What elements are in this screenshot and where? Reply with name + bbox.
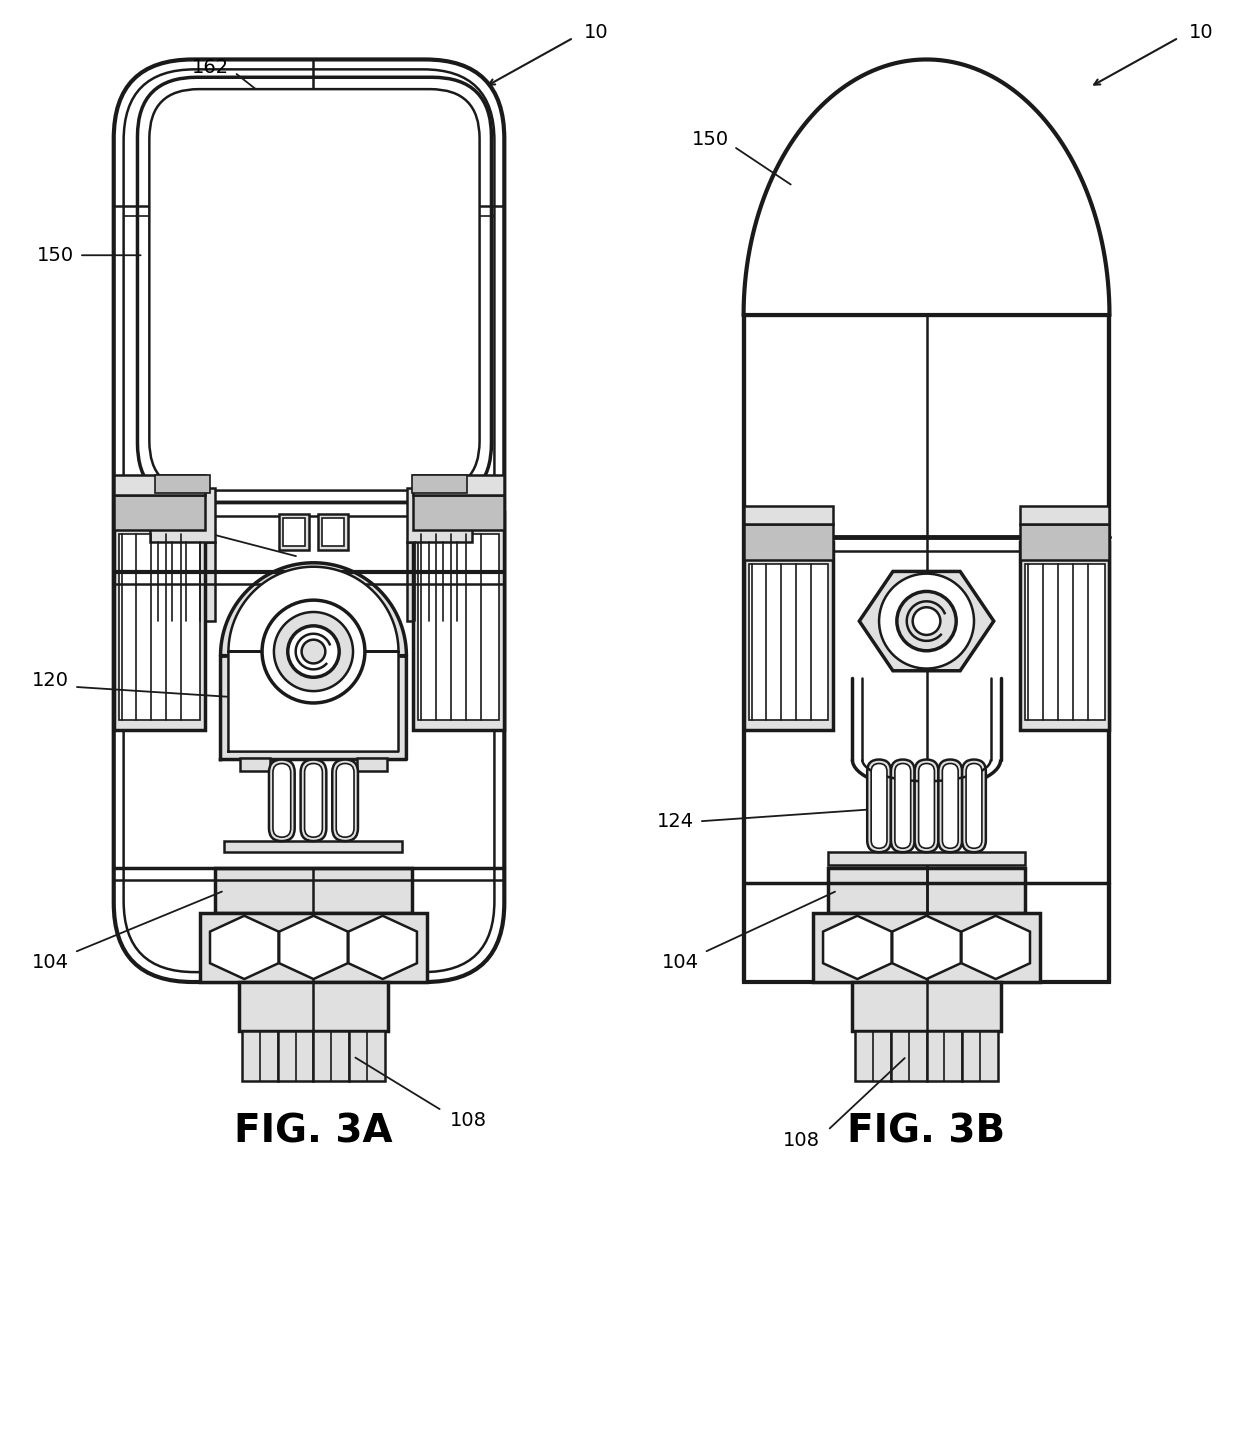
Text: 108: 108 (782, 1130, 820, 1150)
Bar (926, 1031, 962, 1081)
Bar (155, 475, 210, 493)
Bar (812, 913, 1040, 982)
Bar (413, 475, 505, 494)
Bar (114, 494, 205, 530)
Bar (744, 507, 832, 524)
FancyBboxPatch shape (942, 764, 959, 849)
FancyBboxPatch shape (962, 760, 986, 852)
Bar (418, 534, 500, 719)
FancyBboxPatch shape (305, 764, 322, 837)
Bar (239, 982, 388, 1031)
Bar (242, 1031, 278, 1081)
Text: 120: 120 (32, 671, 69, 691)
Bar (322, 518, 345, 546)
FancyBboxPatch shape (895, 764, 910, 849)
Polygon shape (823, 916, 892, 979)
Bar (413, 513, 505, 729)
Bar (408, 488, 471, 541)
Bar (215, 869, 413, 913)
FancyBboxPatch shape (890, 760, 915, 852)
FancyBboxPatch shape (919, 764, 935, 849)
FancyBboxPatch shape (872, 764, 887, 849)
Text: FIG. 3B: FIG. 3B (847, 1113, 1006, 1150)
Bar (350, 1031, 384, 1081)
Polygon shape (221, 563, 407, 760)
FancyBboxPatch shape (114, 59, 505, 982)
Text: 108: 108 (450, 1111, 487, 1130)
Bar (744, 541, 832, 729)
Text: 124: 124 (657, 811, 694, 831)
Bar (852, 982, 1001, 1031)
Circle shape (913, 607, 940, 635)
Polygon shape (859, 572, 993, 671)
Bar (856, 1031, 890, 1081)
Polygon shape (210, 916, 279, 979)
Circle shape (274, 612, 353, 691)
Bar (241, 758, 270, 771)
Bar (962, 1031, 998, 1081)
Bar (1021, 541, 1110, 729)
Bar (200, 913, 428, 982)
Text: 104: 104 (32, 952, 69, 972)
Bar (749, 564, 827, 719)
Bar (744, 314, 1110, 982)
Bar (890, 1031, 926, 1081)
Circle shape (262, 600, 365, 704)
FancyBboxPatch shape (336, 764, 353, 837)
Circle shape (879, 573, 973, 669)
Circle shape (301, 639, 325, 663)
Circle shape (897, 592, 956, 651)
Bar (357, 758, 387, 771)
Bar (319, 514, 348, 550)
FancyBboxPatch shape (867, 760, 890, 852)
Bar (1021, 524, 1110, 560)
Bar (278, 1031, 314, 1081)
Bar (150, 488, 215, 541)
Bar (114, 475, 205, 494)
Bar (114, 513, 205, 729)
FancyBboxPatch shape (300, 760, 326, 841)
Polygon shape (961, 916, 1030, 979)
Bar (283, 518, 305, 546)
Text: 150: 150 (692, 131, 729, 149)
Bar (224, 841, 403, 852)
FancyBboxPatch shape (149, 89, 480, 491)
FancyBboxPatch shape (939, 760, 962, 852)
Text: 10: 10 (1189, 23, 1213, 42)
Polygon shape (279, 916, 347, 979)
Bar (744, 524, 832, 560)
Bar (408, 541, 471, 622)
Bar (150, 541, 215, 622)
Text: 10: 10 (583, 23, 608, 42)
Polygon shape (744, 59, 1110, 314)
FancyBboxPatch shape (138, 78, 491, 503)
FancyBboxPatch shape (269, 760, 295, 841)
FancyBboxPatch shape (273, 764, 290, 837)
Bar (413, 475, 466, 493)
Bar (1021, 507, 1110, 524)
Text: 104: 104 (662, 952, 699, 972)
Bar (314, 1031, 350, 1081)
Bar (279, 514, 309, 550)
Bar (827, 852, 1025, 864)
Bar (413, 494, 505, 530)
Polygon shape (893, 916, 961, 979)
Bar (1025, 564, 1105, 719)
FancyBboxPatch shape (966, 764, 982, 849)
Polygon shape (348, 916, 417, 979)
FancyBboxPatch shape (124, 69, 495, 972)
FancyBboxPatch shape (332, 760, 358, 841)
Text: 162: 162 (192, 57, 229, 78)
Text: 170: 170 (143, 514, 180, 534)
Text: FIG. 3A: FIG. 3A (234, 1113, 393, 1150)
Bar (827, 869, 1025, 913)
Circle shape (288, 626, 340, 678)
Bar (119, 534, 200, 719)
Polygon shape (228, 567, 398, 751)
Text: 150: 150 (37, 246, 74, 264)
FancyBboxPatch shape (915, 760, 939, 852)
